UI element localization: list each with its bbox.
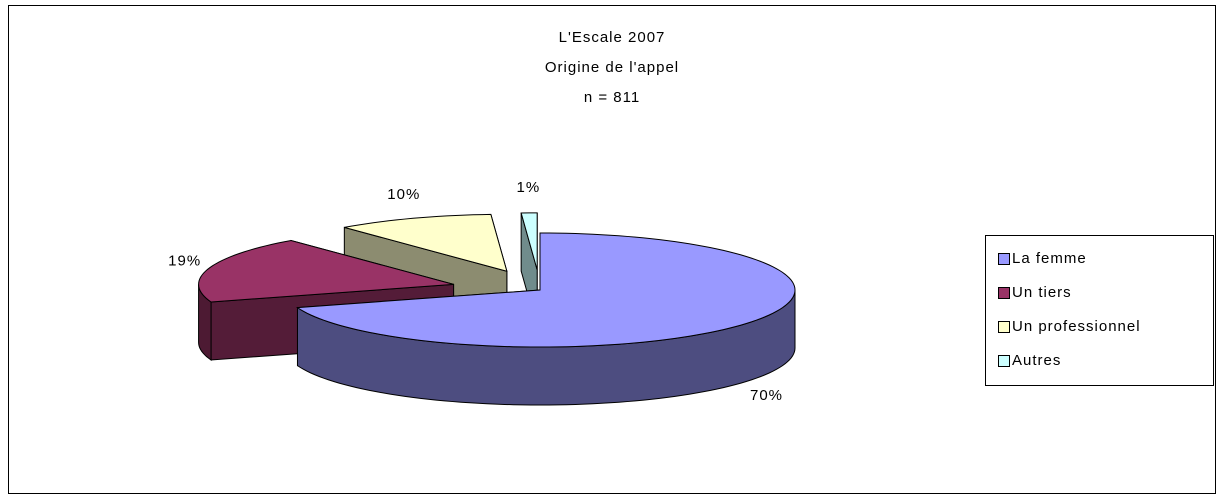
- legend-label: Un professionnel: [1012, 318, 1141, 335]
- legend-swatch: [998, 321, 1010, 333]
- chart-title: L'Escale 2007: [559, 29, 666, 46]
- data-label: 1%: [517, 179, 541, 196]
- pie-slice: [520, 212, 538, 271]
- chart-subtitle: Origine de l'appel: [545, 59, 679, 76]
- chart-note: n = 811: [584, 89, 640, 106]
- legend-swatch: [998, 253, 1010, 265]
- legend-swatch: [998, 355, 1010, 367]
- legend-box: [985, 235, 1214, 386]
- legend-label: Autres: [1012, 352, 1061, 369]
- data-label: 70%: [750, 387, 783, 404]
- legend-swatch: [998, 287, 1010, 299]
- data-label: 10%: [387, 186, 420, 203]
- legend-label: La femme: [1012, 250, 1087, 267]
- pie-slice: [295, 232, 796, 348]
- pie-slice: [198, 239, 454, 303]
- pie-slice: [344, 213, 508, 273]
- data-label: 19%: [168, 252, 201, 269]
- legend-label: Un tiers: [1012, 284, 1072, 301]
